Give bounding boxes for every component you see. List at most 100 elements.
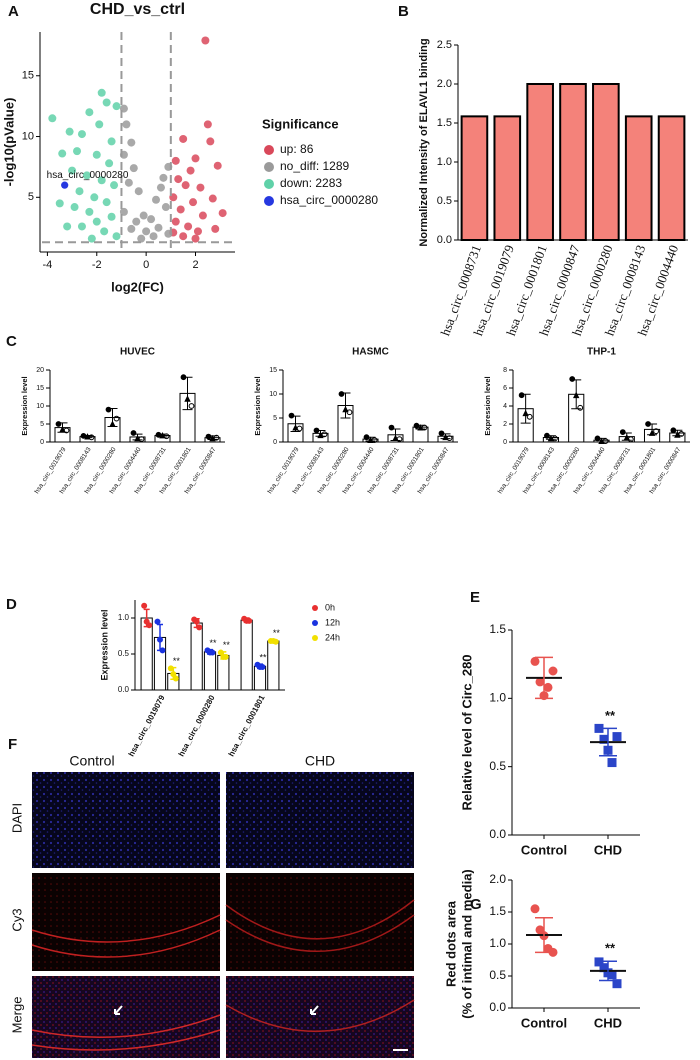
- image-panel: F Control CHD DAPI Cy3 Merge: [8, 736, 415, 1058]
- y-axis-label: Expression level: [20, 376, 29, 435]
- point: [209, 649, 216, 656]
- y-tick-label: 0.5: [489, 968, 506, 982]
- point: [92, 150, 101, 159]
- y-tick-label: 1.0: [489, 936, 506, 950]
- point: [141, 602, 148, 609]
- point: [113, 415, 120, 422]
- row-label: Cy3: [9, 908, 24, 931]
- legend-label: hsa_circ_0000280: [280, 193, 378, 207]
- y-tick-label: 1.5: [489, 904, 506, 918]
- point: [102, 98, 111, 107]
- y-tick-label: 4: [503, 403, 507, 410]
- point: [218, 209, 227, 218]
- significance: **: [209, 638, 217, 648]
- point: [147, 215, 156, 224]
- legend-marker: [264, 196, 274, 206]
- tissue-layer: [31, 914, 221, 958]
- panel-label: B: [398, 3, 409, 20]
- y-tick-label: 10: [269, 391, 277, 398]
- point: [152, 195, 161, 204]
- point: [90, 193, 99, 202]
- significance: **: [173, 656, 181, 666]
- chart-title: THP-1: [587, 347, 616, 358]
- bar: [240, 619, 253, 691]
- y-tick-label: 8: [503, 367, 507, 374]
- point: [154, 223, 163, 232]
- y-tick-label: 2.0: [489, 872, 506, 886]
- point: [569, 376, 576, 382]
- point: [217, 649, 224, 656]
- point: [179, 134, 188, 143]
- point: [127, 224, 136, 233]
- legend-marker: [264, 145, 274, 155]
- y-tick-label: 20: [36, 367, 44, 374]
- bar: [217, 654, 230, 691]
- x-tick-label: CHD: [594, 1015, 622, 1030]
- row-label: DAPI: [9, 803, 24, 833]
- y-tick-label: 0.5: [118, 649, 130, 658]
- point: [97, 88, 106, 97]
- point: [109, 420, 116, 427]
- x-tick-label: -2: [92, 259, 102, 271]
- point: [129, 164, 138, 173]
- point: [594, 435, 601, 442]
- point: [396, 436, 403, 443]
- row-label: Merge: [9, 997, 24, 1034]
- arrow: [114, 1005, 123, 1015]
- y-tick-label: 0.0: [489, 827, 506, 841]
- point: [132, 217, 141, 226]
- point: [142, 227, 151, 236]
- y-axis-label: (% of intimal and media): [459, 869, 474, 1019]
- point: [61, 181, 69, 189]
- point: [179, 232, 188, 241]
- point: [191, 234, 200, 243]
- y-axis-label: Expression level: [483, 376, 492, 435]
- point: [526, 413, 533, 420]
- point: [259, 663, 266, 670]
- point: [161, 203, 170, 212]
- point: [77, 130, 86, 139]
- point: [196, 624, 203, 631]
- bar: [267, 640, 280, 691]
- y-tick-label: 1.5: [437, 117, 452, 129]
- point: [188, 403, 195, 409]
- micrograph: [226, 873, 414, 971]
- point: [198, 211, 207, 220]
- point: [63, 427, 70, 434]
- point: [577, 404, 584, 411]
- point: [186, 166, 195, 175]
- point: [97, 176, 106, 185]
- point: [105, 159, 114, 168]
- bar: [203, 651, 217, 691]
- significance: **: [273, 628, 281, 638]
- point: [73, 147, 82, 156]
- point: [530, 904, 540, 914]
- point: [155, 431, 162, 438]
- point: [544, 432, 550, 439]
- panel-label: G: [470, 896, 482, 913]
- y-tick-label: 1.5: [489, 622, 506, 636]
- y-tick-label: 15: [36, 385, 44, 392]
- point: [58, 149, 67, 158]
- point: [139, 211, 148, 220]
- x-tick-label: Control: [521, 1015, 567, 1030]
- legend-marker: [312, 635, 318, 641]
- bar: [460, 115, 489, 241]
- y-tick-label: 1.0: [118, 613, 130, 622]
- legend-label: down: 2283: [280, 176, 342, 190]
- x-tick-label: CHD: [594, 842, 622, 857]
- x-tick-label: 2: [192, 259, 198, 271]
- point: [313, 427, 320, 434]
- x-tick-label: hsa_circ_0000280: [177, 693, 217, 758]
- bar: [526, 83, 554, 241]
- y-tick-label: 0.0: [118, 685, 130, 694]
- point: [607, 758, 617, 768]
- point: [678, 431, 685, 437]
- point: [612, 732, 622, 742]
- point: [124, 178, 133, 187]
- panel-label: F: [8, 736, 17, 753]
- tissue-layer: [31, 1014, 221, 1051]
- legend-label: 12h: [325, 617, 340, 627]
- y-tick-label: 2: [503, 421, 507, 428]
